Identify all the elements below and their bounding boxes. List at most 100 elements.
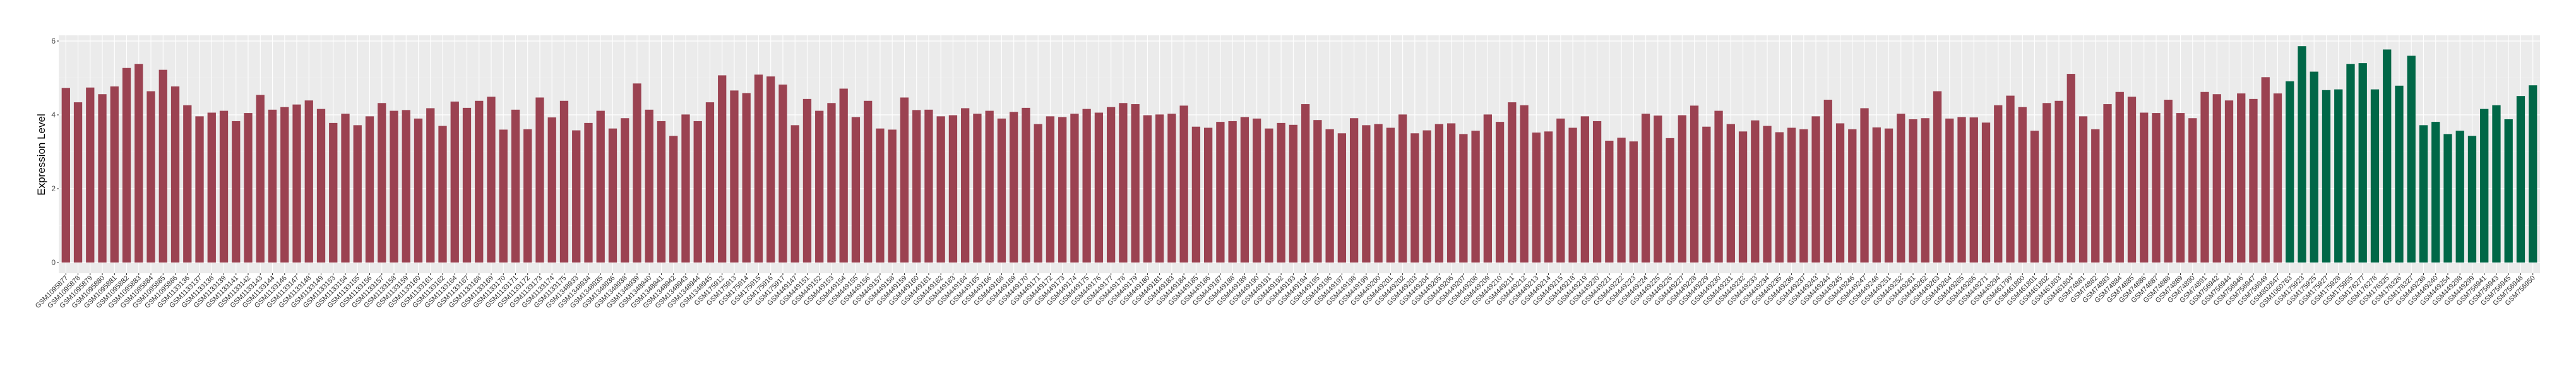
bar-GSM1095884	[146, 91, 155, 263]
bars	[61, 46, 2537, 263]
y-axis: 0 2 4 6	[51, 37, 59, 267]
bar-GSM449298	[2455, 131, 2464, 263]
bar-GSM176325	[2383, 49, 2392, 263]
bar-GSM1133138	[207, 112, 216, 263]
bar-GSM449159	[900, 97, 909, 263]
bar-GSM449231	[1726, 124, 1735, 263]
bar-GSM449162	[936, 116, 945, 263]
bar-GSM449263	[1933, 91, 1942, 263]
bar-GSM175915	[754, 74, 763, 263]
bar-GSM449211	[1508, 102, 1517, 263]
bar-GSM461800	[2018, 107, 2027, 263]
bar-GSM449265	[1957, 117, 1966, 263]
bar-GSM449164	[961, 108, 970, 263]
bar-GSM1348945	[705, 102, 715, 263]
bar-GSM1133171	[511, 109, 520, 263]
y-tick-label: 6	[51, 37, 56, 45]
bar-GSM449203	[1410, 133, 1419, 263]
bar-GSM1133172	[523, 129, 532, 263]
bar-GSM449294	[1994, 105, 2003, 263]
bar-GSM449232	[1738, 131, 1748, 263]
bar-GSM74887	[2152, 113, 2161, 263]
bar-GSM449166	[985, 110, 994, 263]
bar-GSM1095883	[134, 64, 143, 263]
bar-GSM74891	[2200, 92, 2209, 263]
bar-GSM175917	[778, 85, 787, 263]
bar-GSM1133139	[219, 110, 229, 263]
x-axis: GSM1095877GSM1095878GSM1095879GSM1095880…	[34, 273, 2537, 310]
bar-GSM449219	[1580, 116, 1589, 263]
bar-GSM175927	[2322, 90, 2331, 263]
bar-GSM1133167	[462, 107, 472, 263]
bar-GSM449252	[1897, 114, 1905, 263]
bar-GSM1133162	[438, 126, 447, 263]
bar-GSM461803	[2054, 100, 2063, 263]
bar-GSM461802	[2042, 103, 2051, 263]
bar-GSM74889	[2176, 113, 2185, 263]
bar-GSM175925	[2310, 71, 2318, 263]
bar-GSM449173	[1058, 117, 1067, 263]
bar-GSM1133154	[341, 114, 350, 263]
bar-GSM756946	[2237, 93, 2246, 263]
bar-GSM1133146	[280, 107, 289, 263]
bar-GSM1095886	[170, 86, 180, 263]
bar-GSM449246	[1848, 129, 1857, 263]
bar-GSM449208	[1471, 131, 1480, 263]
bar-GSM1095882	[122, 68, 131, 263]
bar-GSM1133160	[414, 118, 423, 263]
bar-GSM1133156	[365, 116, 374, 263]
bar-GSM449262	[1921, 118, 1929, 263]
bar-GSM449168	[997, 118, 1006, 263]
bar-GSM449156	[864, 100, 873, 263]
bar-GSM1348944	[693, 121, 702, 263]
bar-GSM1133164	[450, 101, 459, 263]
bar-GSM461804	[2066, 74, 2075, 263]
bar-GSM449151	[802, 98, 812, 263]
bar-GSM449225	[1654, 115, 1662, 263]
bar-GSM449171	[1034, 124, 1042, 263]
bar-GSM1133157	[378, 103, 386, 263]
bar-GSM449178	[1119, 103, 1128, 263]
bar-GSM1133168	[475, 100, 484, 263]
bar-GSM449153	[827, 103, 836, 263]
bar-GSM756943	[2492, 105, 2501, 263]
bar-GSM449192	[1277, 122, 1285, 263]
bar-GSM74883	[2103, 104, 2112, 263]
bar-GSM175914	[742, 93, 751, 263]
bar-GSM756950	[2529, 85, 2537, 263]
bar-GSM1133161	[426, 108, 435, 263]
bar-GSM1133136	[183, 105, 192, 263]
bar-GSM1133169	[487, 97, 496, 263]
bar-GSM449185	[1191, 126, 1201, 263]
bar-GSM449202	[1398, 114, 1407, 263]
bar-GSM176277	[2358, 63, 2367, 263]
bar-GSM1348940	[645, 109, 653, 263]
bar-GSM449155	[851, 117, 861, 263]
bar-GSM1133158	[390, 110, 398, 263]
bar-GSM449154	[839, 88, 848, 263]
bar-GSM449170	[1022, 107, 1030, 263]
bar-GSM1348936	[608, 128, 617, 263]
bar-GSM756948	[2516, 96, 2525, 263]
bar-GSM449243	[1811, 116, 1820, 263]
bar-GSM461801	[2030, 131, 2039, 263]
bar-GSM449224	[1641, 114, 1650, 263]
bar-GSM449227	[1678, 115, 1686, 263]
bar-GSM449236	[1787, 127, 1796, 263]
bar-GSM176327	[2407, 56, 2416, 263]
bar-GSM449248	[1872, 127, 1881, 263]
bar-GSM449163	[948, 115, 958, 263]
bar-GSM449238	[2419, 125, 2428, 263]
bar-GSM449180	[1143, 115, 1152, 263]
bar-GSM449226	[1666, 138, 1674, 263]
bar-GSM1133144	[268, 109, 277, 263]
bar-GSM1095879	[86, 87, 95, 263]
bar-GSM175923	[2298, 46, 2306, 263]
bar-GSM449177	[1107, 107, 1116, 263]
y-axis-title: Expression Level	[35, 114, 47, 195]
bar-GSM175913	[730, 90, 739, 263]
bar-GSM756949	[2261, 77, 2270, 263]
bar-GSM74884	[2115, 92, 2124, 263]
bar-GSM449214	[1544, 131, 1553, 263]
